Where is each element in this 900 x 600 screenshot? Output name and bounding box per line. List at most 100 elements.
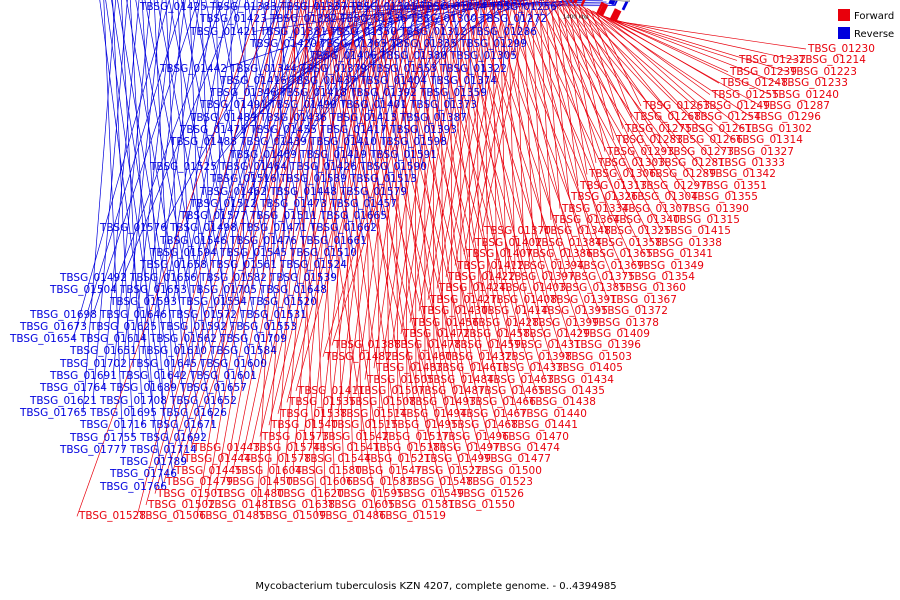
forward-gene-label: TBSG_01493	[408, 396, 476, 408]
forward-gene-label: TBSG_01604	[234, 465, 302, 477]
reverse-gene-label: TBSG_01656	[129, 272, 197, 284]
forward-gene-label: TBSG_01372	[600, 305, 668, 317]
forward-leader-line	[539, 0, 552, 221]
forward-gene-label: TBSG_01502	[147, 499, 215, 511]
forward-gene-label: TBSG_01444	[183, 453, 251, 465]
reverse-gene-label: TBSG_01593	[109, 296, 177, 308]
forward-gene-label: TBSG_01394	[516, 260, 584, 272]
reverse-gene-label: TBSG_01590	[359, 161, 427, 173]
reverse-gene-label: TBSG_01709	[219, 333, 287, 345]
forward-gene-label: TBSG_01232	[738, 54, 806, 66]
reverse-gene-label: TBSG_01651	[69, 345, 137, 357]
forward-leader-line	[508, 0, 627, 278]
forward-leader-line	[472, 0, 522, 243]
forward-leader-line	[324, 0, 396, 494]
forward-leader-line	[408, 0, 519, 414]
forward-gene-label: TBSG_01509	[258, 510, 326, 522]
forward-leader-line	[601, 14, 780, 84]
forward-leader-line	[370, 0, 432, 449]
forward-leader-line	[331, 0, 441, 346]
reverse-leader-line	[182, 0, 241, 290]
forward-gene-label: TBSG_01519	[378, 510, 446, 522]
forward-gene-label: TBSG_01296	[753, 111, 821, 123]
reverse-leader-line	[193, 0, 264, 364]
reverse-gene-label: TBSG_01594	[149, 247, 217, 259]
forward-leader-line	[465, 0, 522, 335]
forward-gene-label: TBSG_01487	[417, 385, 485, 397]
forward-gene-label: TBSG_01638	[267, 499, 335, 511]
reverse-gene-label: TBSG_01614	[79, 333, 147, 345]
forward-gene-label: TBSG_01583	[345, 476, 413, 488]
reverse-gene-label: TBSG_01665	[319, 210, 387, 222]
forward-leader-line	[550, 0, 570, 198]
forward-gene-label: TBSG_01351	[699, 180, 767, 192]
reverse-gene-label: TBSG_01489	[189, 112, 257, 124]
forward-gene-label: TBSG_01297	[639, 180, 707, 192]
forward-leader-line	[522, 0, 645, 255]
forward-leader-line	[484, 0, 489, 300]
reverse-leader-line	[201, 0, 214, 340]
reverse-leader-line	[82, 0, 117, 413]
reverse-leader-line	[92, 0, 128, 401]
forward-gene-label: TBSG_01304	[630, 191, 698, 203]
forward-gene-label: TBSG_01540	[270, 419, 338, 431]
reverse-leader-line	[141, 0, 164, 401]
forward-leader-line	[292, 0, 334, 471]
kbp-tick-marks: 1400 kbp1450 kbp1500 kbp1550 kbp1600 kbp…	[520, 0, 589, 21]
reverse-leader-line	[332, 0, 425, 106]
reverse-gene-label: TBSG_01256	[489, 1, 557, 13]
forward-gene-label: TBSG_01580	[294, 465, 362, 477]
forward-gene-label: TBSG_01549	[396, 488, 464, 500]
forward-gene-label: TBSG_01275	[624, 123, 692, 135]
reverse-gene-label: TBSG_01274	[419, 1, 487, 13]
forward-gene-label: TBSG_01307	[621, 203, 689, 215]
reverse-gene-label: TBSG_01591	[369, 149, 437, 161]
reverse-gene-label: TBSG_01425	[139, 1, 207, 13]
reverse-gene-label: TBSG_01436	[259, 112, 327, 124]
reverse-leader-line	[242, 0, 317, 217]
forward-leader-line	[223, 0, 315, 483]
reverse-leader-line	[387, 0, 414, 180]
forward-leader-line	[450, 0, 453, 346]
forward-leader-line	[414, 0, 417, 392]
reverse-leader-line	[252, 0, 392, 118]
forward-leader-line	[594, 11, 702, 107]
forward-leader-line	[163, 0, 308, 483]
reverse-gene-label: TBSG_01572	[169, 309, 237, 321]
reverse-leader-line	[102, 0, 140, 389]
forward-gene-label: TBSG_01396	[573, 339, 641, 351]
reverse-gene-arrow	[613, 0, 619, 7]
forward-gene-label: TBSG_01430	[420, 305, 488, 317]
reverse-leader-line	[542, 0, 564, 20]
forward-leader-line	[319, 0, 369, 437]
forward-gene-label: TBSG_01385	[558, 282, 626, 294]
reverse-gene-label: TBSG_01448	[269, 186, 337, 198]
reverse-gene-label: TBSG_01305	[449, 50, 517, 62]
forward-leader-line	[519, 0, 585, 255]
reverse-gene-label: TBSG_01673	[19, 321, 87, 333]
forward-gene-label: TBSG_01369	[576, 260, 644, 272]
reverse-leader-line	[252, 0, 258, 290]
forward-gene-label: TBSG_01522	[414, 465, 482, 477]
reverse-gene-label: TBSG_01582	[199, 272, 267, 284]
forward-leader-line	[486, 0, 600, 312]
reverse-gene-label: TBSG_01539	[269, 272, 337, 284]
forward-leader-line	[556, 0, 579, 186]
reverse-gene-label: TBSG_01657	[179, 382, 247, 394]
reverse-gene-label: TBSG_01652	[169, 395, 237, 407]
forward-leader-line	[420, 0, 477, 392]
forward-gene-label: TBSG_01606	[285, 476, 353, 488]
forward-gene-label: TBSG_01405	[555, 362, 623, 374]
reverse-gene-label: TBSG_01600	[199, 358, 267, 370]
forward-leader-line	[283, 0, 322, 483]
forward-gene-label: TBSG_01230	[807, 43, 875, 55]
forward-gene-label: TBSG_01384	[534, 237, 602, 249]
forward-leader-line	[544, 0, 561, 209]
forward-leader-line	[145, 0, 284, 506]
forward-gene-arrow	[609, 8, 617, 20]
forward-leader-line	[582, 6, 684, 130]
forward-leader-line	[250, 0, 351, 449]
forward-gene-label: TBSG_01458	[462, 328, 530, 340]
forward-gene-arrow	[580, 0, 586, 7]
reverse-gene-label: TBSG_01379	[299, 63, 367, 75]
